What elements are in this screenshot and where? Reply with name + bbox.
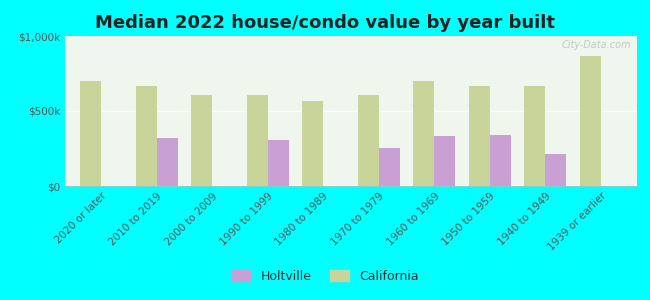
Bar: [136, 85, 157, 186]
Bar: [157, 138, 177, 186]
Bar: [302, 101, 323, 186]
Bar: [525, 85, 545, 186]
Bar: [246, 94, 268, 186]
Text: City-Data.com: City-Data.com: [562, 40, 631, 50]
Bar: [379, 148, 400, 186]
Bar: [413, 81, 434, 186]
Text: Median 2022 house/condo value by year built: Median 2022 house/condo value by year bu…: [95, 14, 555, 32]
Bar: [434, 136, 456, 186]
Bar: [80, 81, 101, 186]
Bar: [358, 94, 379, 186]
Bar: [490, 135, 511, 186]
Legend: Holtville, California: Holtville, California: [227, 265, 423, 288]
Bar: [580, 56, 601, 186]
Bar: [545, 154, 566, 186]
Bar: [469, 85, 490, 186]
Bar: [268, 140, 289, 186]
Bar: [191, 94, 212, 186]
